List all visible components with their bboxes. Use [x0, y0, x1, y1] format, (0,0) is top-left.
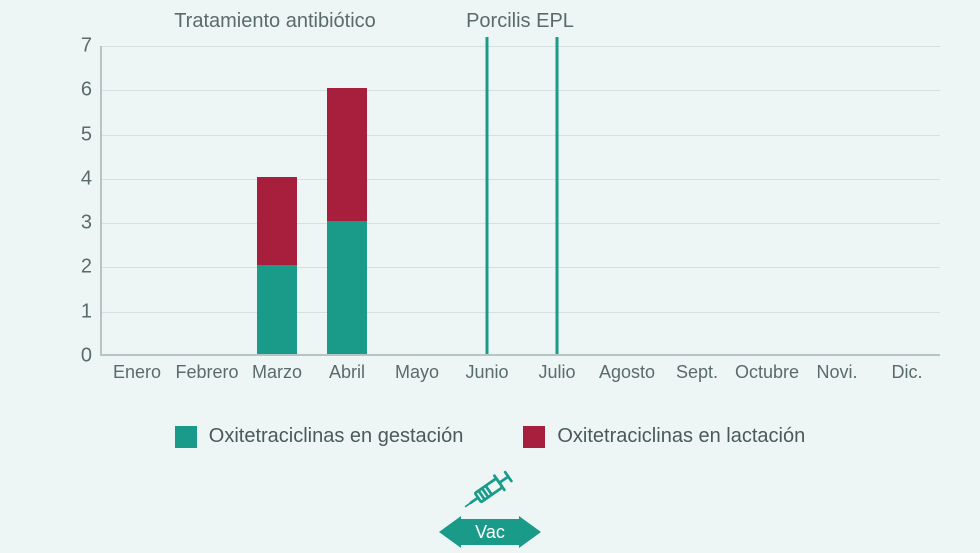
gridline [102, 223, 940, 224]
gridline [102, 135, 940, 136]
y-tick-label: 2 [81, 256, 102, 279]
plot-box: 01234567EneroFebreroMarzoAbrilMayoJunioJ… [100, 46, 940, 356]
x-tick-label: Febrero [175, 354, 238, 383]
section-label: Porcilis EPL [466, 10, 574, 33]
vertical-marker [556, 37, 559, 354]
legend-item: Oxitetraciclinas en gestación [175, 425, 464, 448]
bar-segment-gestacion [327, 221, 367, 354]
section-label: Tratamiento antibiótico [174, 10, 376, 33]
legend-label: Oxitetraciclinas en lactación [557, 425, 805, 448]
x-tick-label: Marzo [252, 354, 302, 383]
bar-group [257, 177, 297, 354]
vac-label: Vac [461, 519, 519, 545]
bar-group [327, 88, 367, 354]
syringe-icon [458, 465, 523, 518]
x-tick-label: Abril [329, 354, 365, 383]
arrow-left-head [439, 516, 461, 548]
legend-swatch [523, 426, 545, 448]
bar-segment-lactacion [327, 88, 367, 221]
gridline [102, 312, 940, 313]
x-tick-label: Sept. [676, 354, 718, 383]
gridline [102, 179, 940, 180]
x-tick-label: Agosto [599, 354, 655, 383]
vertical-marker [486, 37, 489, 354]
y-tick-label: 5 [81, 123, 102, 146]
y-tick-label: 7 [81, 35, 102, 58]
x-tick-label: Dic. [892, 354, 923, 383]
bar-segment-gestacion [257, 265, 297, 354]
x-tick-label: Novi. [816, 354, 857, 383]
x-tick-label: Julio [538, 354, 575, 383]
x-tick-label: Junio [465, 354, 508, 383]
legend: Oxitetraciclinas en gestación Oxitetracic… [0, 425, 980, 448]
legend-item: Oxitetraciclinas en lactación [523, 425, 805, 448]
y-tick-label: 1 [81, 300, 102, 323]
y-tick-label: 0 [81, 345, 102, 368]
y-tick-label: 4 [81, 167, 102, 190]
x-tick-label: Enero [113, 354, 161, 383]
x-tick-label: Octubre [735, 354, 799, 383]
vac-arrow: Vac [439, 516, 541, 548]
y-tick-label: 6 [81, 79, 102, 102]
arrow-right-head [519, 516, 541, 548]
gridline [102, 267, 940, 268]
legend-swatch [175, 426, 197, 448]
vac-block: Vac [0, 465, 980, 548]
chart-area: 0 1 2 3 4 5 6 7 Enero Febrero Marzo Abril Mayo Junio J… [80, 10, 940, 390]
y-tick-label: 3 [81, 212, 102, 235]
gridline [102, 90, 940, 91]
x-tick-label: Mayo [395, 354, 439, 383]
bar-segment-lactacion [257, 177, 297, 266]
legend-label: Oxitetraciclinas en gestación [209, 425, 464, 448]
gridline [102, 46, 940, 47]
